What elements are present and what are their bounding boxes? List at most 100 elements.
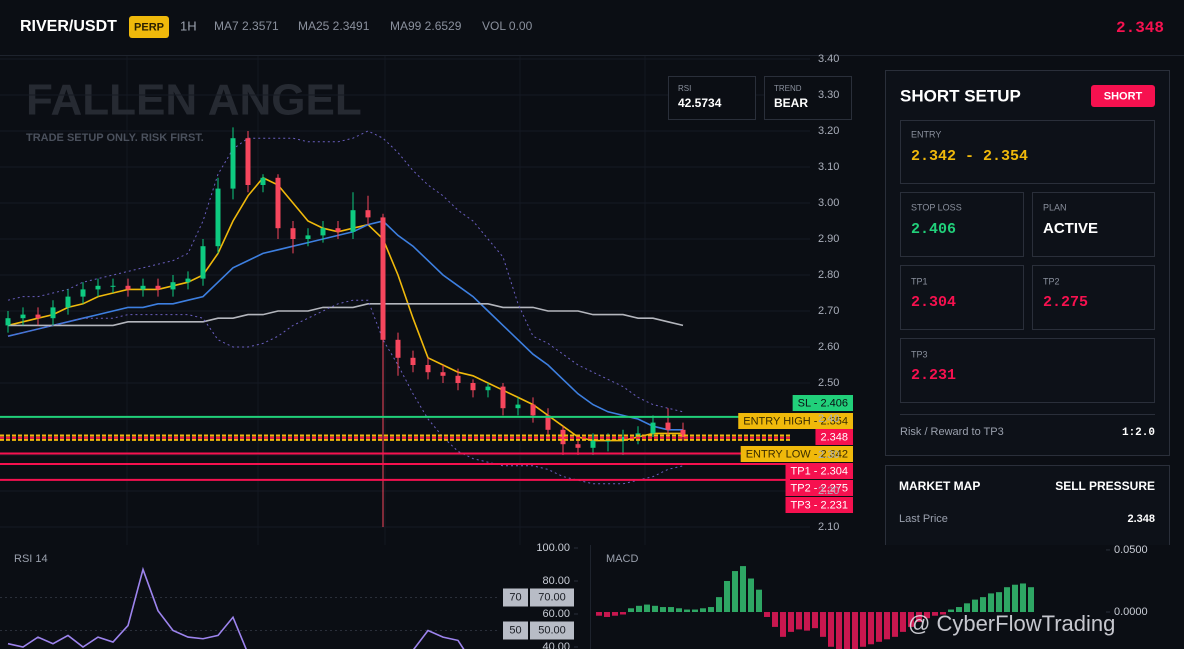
candle-body — [380, 217, 386, 340]
macd-bar — [620, 612, 626, 615]
macd-bar — [636, 605, 642, 613]
candle-body — [650, 422, 656, 434]
macd-bar — [996, 592, 1002, 613]
candle-body — [80, 289, 86, 297]
trend-box-label: TREND — [774, 84, 802, 93]
last-price: 2.348 — [1116, 19, 1164, 37]
level-tag-bg — [785, 480, 853, 496]
card-value: 2.304 — [911, 294, 956, 311]
macd-bar — [972, 599, 978, 613]
y-tick-label: 2.50 — [818, 377, 839, 389]
macd-bar — [852, 612, 858, 649]
card-label: TP3 — [911, 349, 928, 359]
card-value: 2.342 - 2.354 — [911, 148, 1028, 165]
macd-bar — [756, 589, 762, 613]
ma-line — [7, 220, 683, 431]
candle-body — [335, 228, 341, 232]
card-value: ACTIVE — [1043, 220, 1098, 237]
watermark: @ CyberFlowTrading — [908, 611, 1115, 636]
y-tick-label: 3.00 — [818, 197, 839, 209]
y-tick-label: 0.0500 — [1114, 544, 1148, 556]
indicator: MA99 2.6529 — [390, 19, 462, 33]
candle-body — [620, 437, 626, 441]
card-value: 2.406 — [911, 221, 956, 238]
rsi-line — [7, 566, 465, 649]
card-value: 2.231 — [911, 367, 956, 384]
macd-bar — [772, 612, 778, 627]
candle-body — [245, 138, 251, 185]
y-tick-label: 2.70 — [818, 305, 839, 317]
level-tag-bg — [785, 463, 853, 479]
macd-bar — [932, 612, 938, 616]
short-badge — [1091, 85, 1155, 107]
y-tick-label: 3.40 — [818, 53, 839, 65]
macd-bar — [988, 593, 994, 613]
level-tag-bg — [792, 395, 853, 411]
candle-body — [110, 285, 116, 287]
candle-body — [155, 285, 161, 290]
macd-bar — [748, 578, 754, 613]
y-tick-label: 3.10 — [818, 161, 839, 173]
rsi-box-label: RSI — [678, 84, 691, 93]
level-tag-text: TP3 - 2.231 — [791, 499, 848, 511]
level-tag-bg — [738, 413, 853, 429]
ma-line — [7, 299, 684, 485]
macd-bar — [788, 612, 794, 632]
macd-bar — [908, 612, 914, 627]
level-box — [530, 621, 574, 640]
watermark-title: FALLEN ANGEL — [26, 76, 362, 125]
setup-panel — [885, 70, 1170, 456]
card — [900, 338, 1155, 403]
level-tag-bg — [785, 497, 853, 513]
candle-body — [125, 285, 131, 290]
macd-bar — [676, 608, 682, 613]
candle-body — [425, 365, 431, 373]
level-tag: SL - 2.406 — [792, 395, 853, 411]
trend-box — [764, 76, 852, 120]
candle-body — [35, 314, 41, 319]
macd-bar — [724, 580, 730, 613]
macd-bar — [796, 612, 802, 630]
card-label: TP2 — [1043, 276, 1060, 286]
macd-bar — [980, 597, 986, 613]
macd-bar — [892, 612, 898, 637]
card — [900, 120, 1155, 184]
candle-body — [170, 282, 176, 290]
y-tick-label: 2.10 — [818, 521, 839, 533]
macd-bar — [732, 571, 738, 613]
indicator-panels — [0, 545, 1184, 649]
candle-body — [5, 318, 11, 326]
candle-body — [200, 246, 206, 279]
level-box-text: 50 — [509, 624, 521, 636]
macd-bar — [740, 566, 746, 613]
macd-chart — [596, 549, 1110, 649]
macd-bar — [700, 608, 706, 613]
price-chart: FALLEN ANGEL TRADE SETUP ONLY. RISK FIRS… — [0, 56, 810, 545]
trend-box-value: BEAR — [774, 96, 808, 110]
y-tick-label: 2.20 — [818, 485, 839, 497]
watermark-subtitle: TRADE SETUP ONLY. RISK FIRST. — [26, 132, 204, 144]
card — [1032, 265, 1155, 330]
candle-body — [680, 429, 686, 437]
macd-bar — [860, 612, 866, 647]
interval[interactable]: 1H — [180, 18, 197, 33]
candle-body — [320, 228, 326, 236]
market-map-status: SELL PRESSURE — [1055, 479, 1155, 493]
level-box — [503, 588, 528, 607]
candle-body — [65, 296, 71, 308]
macd-bar — [1020, 583, 1026, 613]
candle-body — [605, 440, 611, 442]
y-tick-label: 3.20 — [818, 125, 839, 137]
candle-body — [140, 285, 146, 290]
y-tick-label: 2.60 — [818, 341, 839, 353]
card-label: TP1 — [911, 276, 928, 286]
y-tick-label: 80.00 — [542, 575, 570, 587]
level-box — [503, 621, 528, 640]
macd-bar — [1004, 587, 1010, 613]
market-map-label: Last Price — [899, 513, 948, 525]
candle-body — [590, 440, 596, 448]
candle-body — [365, 210, 371, 218]
indicator: VOL 0.00 — [482, 19, 533, 33]
